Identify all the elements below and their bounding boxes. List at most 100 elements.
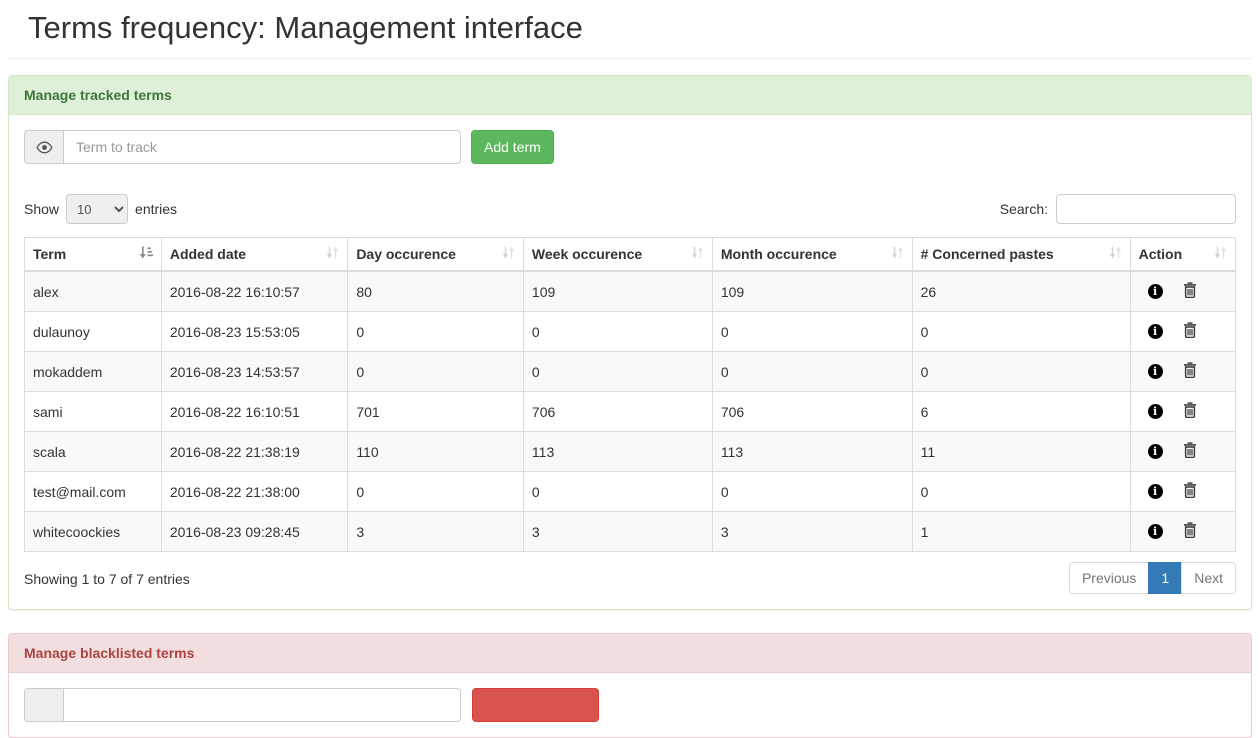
cell-day-occurence: 701 — [347, 391, 524, 432]
column-header-concerned-pastes[interactable]: # Concerned pastes — [911, 237, 1131, 272]
column-header-label: Day occurence — [356, 246, 456, 262]
page-length-select[interactable]: 10 — [66, 194, 129, 224]
search-control: Search: — [1000, 194, 1236, 224]
table-row: sami 2016-08-22 16:10:51 701 706 706 6 i — [24, 391, 1237, 432]
info-circle-icon[interactable]: i — [1147, 444, 1163, 459]
cell-concerned-pastes: 0 — [911, 311, 1131, 352]
blacklist-panel-body — [9, 673, 1251, 737]
sort-both-icon — [891, 246, 904, 262]
column-header-term[interactable]: Term — [24, 237, 162, 272]
cell-added-date: 2016-08-22 21:38:00 — [160, 471, 349, 512]
title-divider — [8, 58, 1252, 59]
column-header-day-occurence[interactable]: Day occurence — [347, 237, 524, 272]
tracked-terms-panel: Manage tracked terms Add term Show — [8, 75, 1252, 610]
blacklist-term-input[interactable] — [63, 688, 461, 722]
cell-action: i — [1129, 431, 1237, 472]
info-circle-icon[interactable]: i — [1147, 524, 1163, 539]
term-input-group — [24, 130, 461, 164]
trash-icon[interactable] — [1183, 362, 1197, 381]
column-header-label: Month occurence — [720, 246, 837, 262]
table-row: scala 2016-08-22 21:38:19 110 113 113 11 i — [24, 431, 1237, 472]
trash-icon[interactable] — [1183, 522, 1197, 541]
cell-added-date: 2016-08-22 16:10:57 — [160, 270, 349, 312]
cell-added-date: 2016-08-23 09:28:45 — [160, 511, 349, 552]
table-header-row: Term Added date Day occurence Week occur… — [24, 237, 1237, 272]
show-label: Show — [24, 201, 60, 217]
cell-added-date: 2016-08-22 21:38:19 — [160, 431, 349, 472]
cell-added-date: 2016-08-23 14:53:57 — [160, 351, 349, 392]
pagination-page-1[interactable]: 1 — [1148, 562, 1183, 594]
cell-concerned-pastes: 0 — [911, 471, 1131, 512]
trash-icon[interactable] — [1183, 482, 1197, 501]
table-row: whitecoockies 2016-08-23 09:28:45 3 3 3 1 i — [24, 511, 1237, 552]
cell-term: scala — [24, 431, 162, 472]
cell-action: i — [1129, 311, 1237, 352]
column-header-month-occurence[interactable]: Month occurence — [711, 237, 913, 272]
cell-week-occurence: 0 — [522, 471, 713, 512]
cell-term: alex — [24, 270, 162, 312]
column-header-action[interactable]: Action — [1129, 237, 1237, 272]
column-header-label: Added date — [169, 246, 247, 262]
pagination-next[interactable]: Next — [1181, 562, 1236, 594]
search-label: Search: — [999, 201, 1048, 217]
cell-day-occurence: 3 — [347, 511, 524, 552]
blacklist-addon-icon — [24, 688, 63, 722]
page-container: Terms frequency: Management interface Ma… — [0, 10, 1260, 738]
column-header-label: Week occurence — [531, 246, 643, 262]
info-circle-icon[interactable]: i — [1147, 364, 1163, 379]
info-circle-icon[interactable]: i — [1147, 404, 1163, 419]
cell-concerned-pastes: 1 — [911, 511, 1131, 552]
cell-month-occurence: 0 — [711, 471, 913, 512]
cell-term: whitecoockies — [24, 511, 162, 552]
cell-concerned-pastes: 6 — [911, 391, 1131, 432]
cell-term: sami — [24, 391, 162, 432]
table-row: dulaunoy 2016-08-23 15:53:05 0 0 0 0 i — [24, 311, 1237, 352]
trash-icon[interactable] — [1183, 322, 1197, 341]
blacklist-add-button[interactable] — [472, 688, 599, 722]
cell-day-occurence: 0 — [347, 471, 524, 512]
cell-concerned-pastes: 26 — [911, 270, 1131, 312]
table-row: mokaddem 2016-08-23 14:53:57 0 0 0 0 i — [24, 351, 1237, 392]
cell-action: i — [1129, 270, 1237, 312]
blacklist-panel-heading: Manage blacklisted terms — [9, 634, 1251, 673]
column-header-added-date[interactable]: Added date — [160, 237, 349, 272]
term-input[interactable] — [63, 130, 461, 164]
info-circle-icon[interactable]: i — [1147, 484, 1163, 499]
info-circle-icon[interactable]: i — [1147, 284, 1163, 299]
pagination-previous[interactable]: Previous — [1068, 562, 1150, 594]
tracked-panel-body: Add term Show 10 entries Search: Term — [9, 115, 1251, 609]
table-info: Showing 1 to 7 of 7 entries — [24, 571, 190, 587]
trash-icon[interactable] — [1183, 282, 1197, 301]
table-row: alex 2016-08-22 16:10:57 80 109 109 26 i — [24, 270, 1237, 312]
cell-week-occurence: 109 — [522, 270, 713, 312]
column-header-week-occurence[interactable]: Week occurence — [522, 237, 713, 272]
info-circle-icon[interactable]: i — [1147, 324, 1163, 339]
cell-month-occurence: 0 — [711, 351, 913, 392]
cell-month-occurence: 0 — [711, 311, 913, 352]
sort-both-icon — [1214, 246, 1227, 262]
cell-concerned-pastes: 11 — [911, 431, 1131, 472]
cell-concerned-pastes: 0 — [911, 351, 1131, 392]
trash-icon[interactable] — [1183, 402, 1197, 421]
cell-added-date: 2016-08-23 15:53:05 — [160, 311, 349, 352]
trash-icon[interactable] — [1183, 442, 1197, 461]
tracked-terms-tbody: alex 2016-08-22 16:10:57 80 109 109 26 i dulau… — [24, 270, 1237, 552]
sort-both-icon — [1109, 246, 1122, 262]
entries-label: entries — [135, 201, 178, 217]
search-input[interactable] — [1056, 194, 1236, 224]
tracked-terms-table: Term Added date Day occurence Week occur… — [24, 237, 1237, 552]
cell-action: i — [1129, 511, 1237, 552]
cell-week-occurence: 0 — [522, 311, 713, 352]
cell-day-occurence: 80 — [347, 270, 524, 312]
sort-both-icon — [502, 246, 515, 262]
column-header-label: # Concerned pastes — [920, 246, 1054, 262]
column-header-label: Action — [1138, 246, 1183, 262]
page-title: Terms frequency: Management interface — [28, 10, 583, 45]
cell-term: dulaunoy — [24, 311, 162, 352]
table-footer: Showing 1 to 7 of 7 entries Previous 1 N… — [24, 562, 1236, 594]
add-term-button[interactable]: Add term — [471, 130, 554, 164]
cell-week-occurence: 3 — [522, 511, 713, 552]
cell-day-occurence: 0 — [347, 351, 524, 392]
cell-action: i — [1129, 351, 1237, 392]
tracked-panel-heading: Manage tracked terms — [9, 76, 1251, 115]
